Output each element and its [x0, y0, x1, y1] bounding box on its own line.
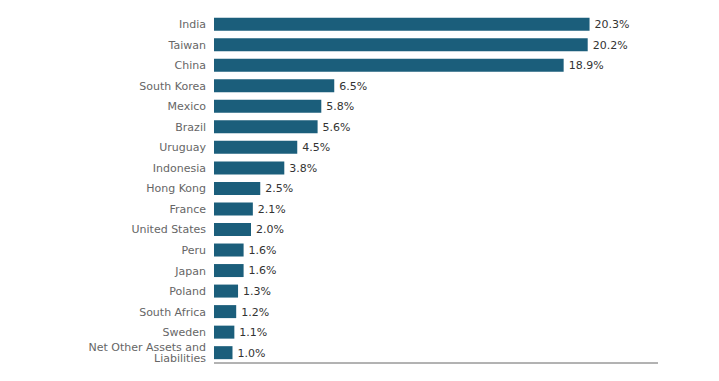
svg-text:1.6%: 1.6%	[249, 244, 277, 257]
svg-text:5.8%: 5.8%	[326, 100, 354, 113]
svg-text:2.5%: 2.5%	[265, 182, 293, 195]
svg-text:1.6%: 1.6%	[249, 264, 277, 277]
svg-text:1.1%: 1.1%	[239, 326, 267, 339]
svg-text:United States: United States	[132, 223, 207, 236]
svg-text:France: France	[169, 203, 206, 216]
svg-text:Hong Kong: Hong Kong	[146, 182, 206, 195]
svg-text:India: India	[179, 18, 206, 31]
svg-text:18.9%: 18.9%	[569, 59, 604, 72]
svg-text:3.8%: 3.8%	[289, 162, 317, 175]
svg-text:Taiwan: Taiwan	[168, 39, 206, 52]
svg-text:Uruguay: Uruguay	[159, 141, 206, 154]
svg-text:Sweden: Sweden	[163, 326, 206, 339]
svg-text:China: China	[175, 59, 206, 72]
svg-text:South Africa: South Africa	[139, 306, 206, 319]
svg-text:2.1%: 2.1%	[258, 203, 286, 216]
svg-text:20.3%: 20.3%	[595, 18, 630, 31]
svg-text:5.6%: 5.6%	[323, 121, 351, 134]
svg-text:20.2%: 20.2%	[593, 39, 628, 52]
svg-text:4.5%: 4.5%	[302, 141, 330, 154]
svg-text:Indonesia: Indonesia	[153, 162, 206, 175]
svg-text:1.3%: 1.3%	[243, 285, 271, 298]
svg-text:1.0%: 1.0%	[238, 347, 266, 360]
svg-text:Poland: Poland	[169, 285, 206, 298]
svg-text:South Korea: South Korea	[139, 80, 206, 93]
svg-text:Mexico: Mexico	[168, 100, 207, 113]
svg-text:2.0%: 2.0%	[256, 223, 284, 236]
svg-text:Net Other Assets andLiabilitie: Net Other Assets andLiabilities	[88, 341, 206, 365]
svg-text:Peru: Peru	[181, 244, 206, 257]
svg-text:Japan: Japan	[174, 265, 206, 278]
svg-text:1.2%: 1.2%	[241, 306, 269, 319]
svg-text:Brazil: Brazil	[175, 121, 206, 134]
svg-text:6.5%: 6.5%	[339, 80, 367, 93]
